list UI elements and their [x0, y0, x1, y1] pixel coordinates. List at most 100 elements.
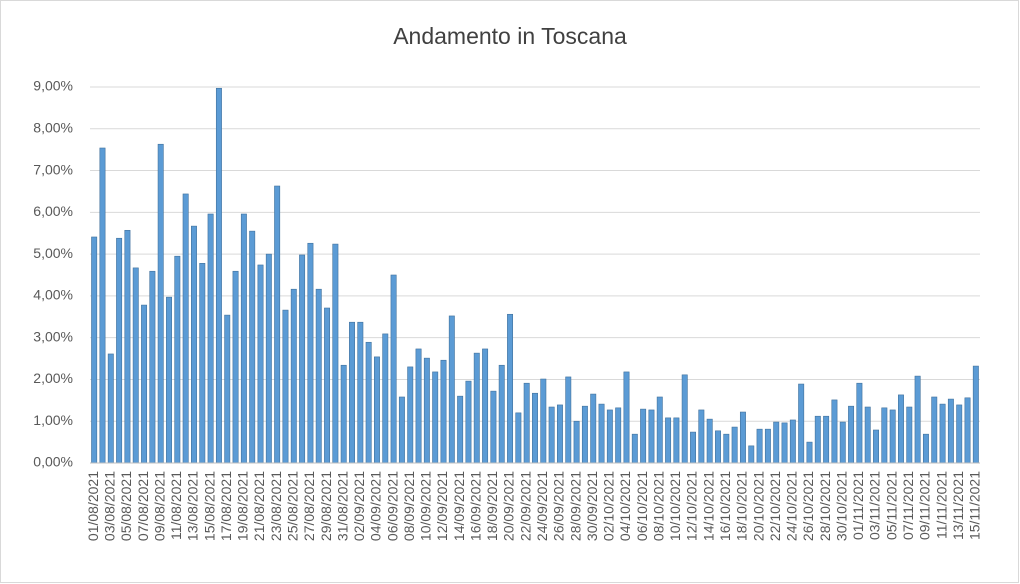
bar [947, 398, 954, 464]
bar [315, 288, 322, 464]
x-tick-label: 09/11/2021 [917, 471, 933, 540]
bar [756, 428, 763, 464]
bar [581, 405, 588, 464]
bar [374, 356, 380, 464]
bar [731, 426, 738, 464]
bar [282, 309, 289, 464]
x-tick-label: 24/10/2021 [784, 471, 800, 541]
bar [764, 428, 771, 464]
bar [906, 406, 913, 464]
x-tick-label: 19/08/2021 [235, 471, 251, 541]
bar [698, 409, 705, 464]
x-tick-label: 12/09/2021 [434, 471, 450, 541]
bar [257, 264, 264, 464]
x-tick-label: 20/10/2021 [750, 471, 766, 541]
x-tick-label: 22/09/2021 [517, 471, 533, 541]
bar [365, 341, 372, 464]
bar [598, 403, 605, 464]
y-tick-label: 5,00% [33, 245, 73, 261]
bar [939, 403, 946, 464]
x-tick-label: 16/10/2021 [717, 471, 733, 541]
bar [382, 333, 389, 464]
bar [964, 397, 971, 464]
bar [132, 267, 139, 464]
x-tick-label: 22/10/2021 [767, 471, 783, 541]
bar [448, 315, 455, 464]
x-tick-label: 26/09/2021 [551, 471, 567, 541]
bar [107, 353, 114, 464]
x-tick-label: 05/08/2021 [118, 471, 134, 541]
bar [473, 352, 480, 464]
bar [898, 394, 904, 464]
bar [656, 396, 663, 464]
bar [739, 411, 746, 464]
bar [357, 321, 364, 464]
bar [290, 288, 297, 464]
bar [215, 87, 222, 464]
bar [340, 364, 347, 464]
bar [141, 304, 148, 464]
bar [540, 378, 547, 464]
bar [631, 433, 638, 464]
bar [781, 422, 788, 464]
bar [457, 395, 464, 464]
bar [723, 433, 730, 464]
bar [532, 392, 538, 464]
bar [240, 213, 247, 464]
x-tick-label: 29/08/2021 [318, 471, 334, 541]
bar [623, 371, 630, 464]
x-tick-label: 04/09/2021 [368, 471, 384, 541]
bar [432, 371, 439, 464]
bar [515, 412, 522, 464]
bar [166, 296, 172, 464]
x-tick-label: 02/09/2021 [351, 471, 367, 541]
bar [806, 441, 813, 464]
bar [523, 382, 530, 464]
bar [182, 193, 189, 464]
bar [415, 348, 422, 464]
bar [665, 417, 672, 464]
bar [465, 380, 472, 464]
bar [274, 185, 281, 464]
x-tick-label: 07/08/2021 [135, 471, 151, 541]
x-tick-label: 15/08/2021 [201, 471, 217, 541]
x-tick-label: 13/11/2021 [950, 471, 966, 540]
bar [349, 321, 355, 464]
bar [324, 307, 331, 464]
bar [490, 390, 497, 464]
y-tick-label: 3,00% [33, 328, 73, 344]
y-tick-label: 0,00% [33, 454, 73, 470]
y-tick-label: 7,00% [33, 161, 73, 177]
bar [265, 253, 272, 464]
x-tick-label: 30/09/2021 [584, 471, 600, 541]
x-tick-label: 09/08/2021 [151, 471, 167, 541]
bar [931, 396, 938, 464]
x-tick-label: 13/08/2021 [185, 471, 201, 541]
bar [548, 406, 555, 464]
bar [881, 407, 888, 464]
bar [789, 419, 796, 464]
x-tick-label: 08/10/2021 [650, 471, 666, 541]
x-tick-label: 06/10/2021 [634, 471, 650, 541]
bar [615, 407, 622, 464]
bar [249, 230, 256, 464]
y-tick-label: 4,00% [33, 287, 73, 303]
bar [590, 393, 597, 464]
bar [191, 225, 197, 464]
bar [814, 415, 821, 464]
x-tick-label: 03/08/2021 [101, 471, 117, 541]
bar [498, 364, 505, 464]
x-tick-label: 11/11/2021 [933, 471, 949, 539]
x-tick-label: 04/10/2021 [617, 471, 633, 541]
bar [398, 396, 405, 464]
x-tick-label: 01/11/2021 [850, 471, 866, 540]
y-tick-label: 8,00% [33, 119, 73, 135]
bar [839, 421, 846, 464]
x-tick-label: 11/08/2021 [168, 471, 184, 540]
bar [423, 357, 430, 464]
x-tick-label: 23/08/2021 [268, 471, 284, 541]
bar [873, 429, 879, 464]
bar [922, 433, 929, 464]
bar [773, 421, 780, 464]
bar [573, 420, 580, 464]
